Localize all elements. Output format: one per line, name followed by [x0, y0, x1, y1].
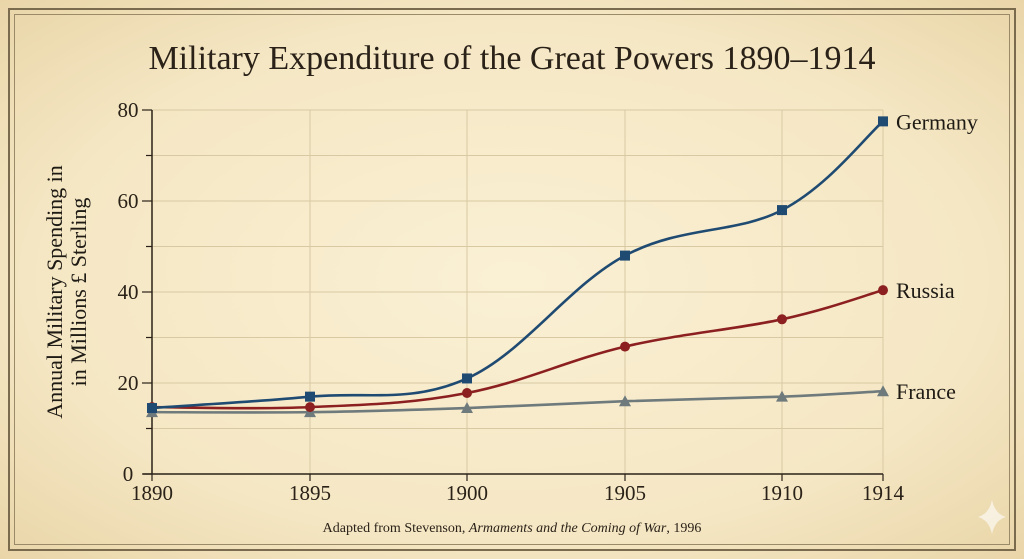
chart-title: Military Expenditure of the Great Powers…	[148, 40, 876, 77]
source-note: Adapted from Stevenson, Armaments and th…	[0, 521, 1024, 537]
data-point-square	[147, 403, 157, 414]
y-axis-label-line: in Millions £ Sterling	[66, 198, 91, 387]
x-tick-label: 1890	[131, 481, 173, 505]
y-tick-label: 80	[118, 98, 139, 122]
outer-border	[8, 8, 1016, 551]
data-point-triangle	[461, 402, 473, 414]
data-point-square	[620, 250, 630, 261]
y-tick-label: 0	[123, 462, 134, 486]
series-line-russia	[151, 288, 884, 410]
data-point-circle	[878, 285, 888, 296]
data-point-square	[878, 116, 888, 127]
data-point-circle	[462, 388, 472, 399]
y-tick-label: 20	[118, 371, 139, 395]
sparkle-icon	[978, 500, 1006, 534]
data-point-triangle	[619, 395, 631, 407]
x-tick-label: 1895	[289, 481, 331, 505]
source-prefix: Adapted from Stevenson,	[322, 521, 469, 536]
series-label-russia: Russia	[896, 278, 955, 303]
data-point-triangle	[877, 385, 889, 397]
series-label-france: France	[896, 379, 956, 404]
series-line-germany	[151, 120, 884, 410]
data-point-circle	[620, 341, 630, 352]
inner-border	[14, 14, 1010, 545]
data-point-square	[305, 391, 315, 402]
x-tick-label: 1900	[446, 481, 488, 505]
data-point-circle	[305, 402, 315, 413]
x-tick-label: 1910	[761, 481, 803, 505]
source-suffix: , 1996	[666, 521, 702, 536]
data-point-triangle	[776, 390, 788, 402]
data-point-square	[777, 205, 787, 216]
y-axis-label: Annual Military Spending inin Millions £…	[42, 165, 91, 419]
x-tick-label: 1905	[604, 481, 646, 505]
data-point-circle	[777, 314, 787, 325]
y-tick-label: 60	[118, 189, 139, 213]
source-work: Armaments and the Coming of War	[468, 521, 667, 536]
data-point-square	[462, 373, 472, 384]
x-tick-label: 1914	[862, 481, 905, 505]
y-tick-label: 40	[118, 280, 139, 304]
series-label-germany: Germany	[896, 109, 978, 134]
y-axis-label-line: Annual Military Spending in	[42, 165, 67, 419]
